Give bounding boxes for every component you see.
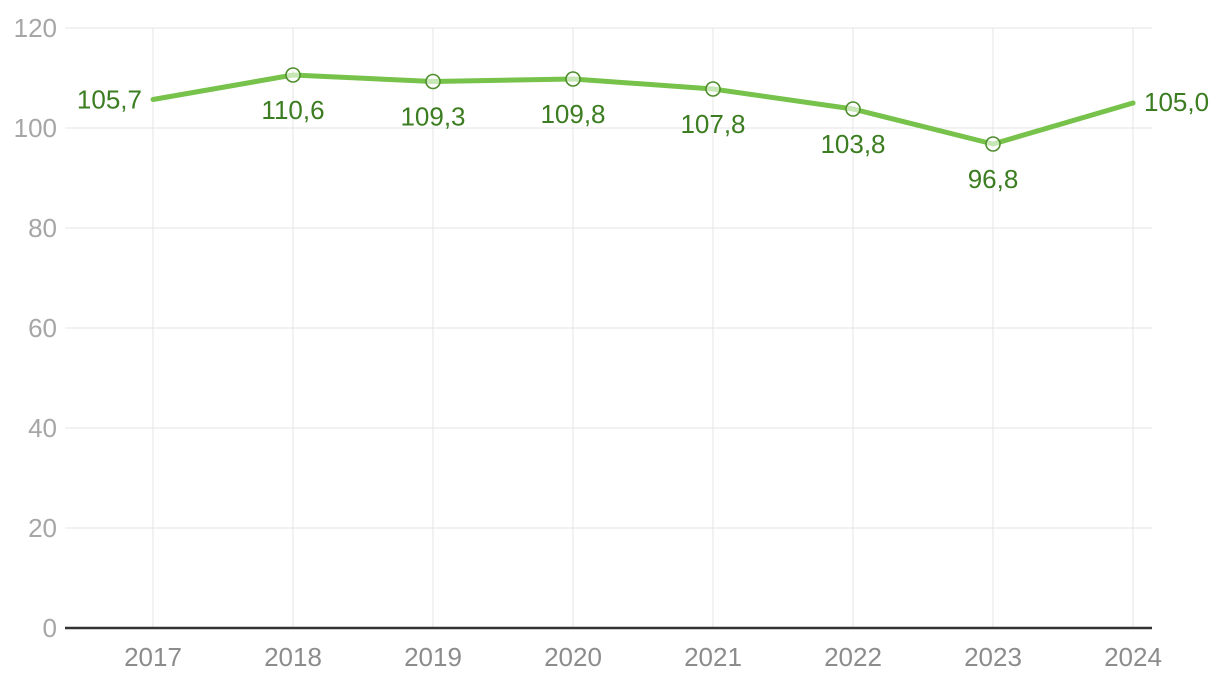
data-point-marker [985,136,1001,152]
y-tick-label: 40 [28,413,57,443]
y-tick-label: 100 [14,113,57,143]
x-tick-label: 2017 [124,642,182,672]
y-tick-label: 120 [14,13,57,43]
y-axis-ticks: 0 20 40 60 80 100 120 [14,13,57,643]
data-point-marker [845,101,861,117]
data-point-marker [425,73,441,90]
markers [285,67,1001,152]
x-axis-ticks: 2017 2018 2019 2020 2021 2022 2023 2024 [124,642,1162,672]
data-value-label: 109,3 [400,102,465,132]
gridlines [65,27,1152,628]
x-tick-label: 2023 [964,642,1022,672]
series-line [150,72,1136,147]
data-value-label: 110,6 [261,95,324,125]
x-tick-label: 2021 [684,642,742,672]
data-value-label: 96,8 [968,164,1019,194]
data-labels: 105,7 110,6 109,3 109,8 107,8 103,8 96,8 105,0 [77,85,1209,195]
y-tick-label: 0 [43,613,57,643]
y-tick-label: 20 [28,513,57,543]
data-point-marker [705,81,721,97]
data-value-label: 105,7 [77,85,142,115]
x-tick-label: 2019 [404,642,462,672]
data-value-label: 109,8 [540,99,605,129]
data-value-label: 107,8 [680,109,745,139]
data-value-label: 103,8 [820,129,885,159]
data-value-label: 105,0 [1144,87,1209,117]
data-point-marker [285,67,301,83]
y-tick-label: 60 [28,313,57,343]
x-tick-label: 2022 [824,642,882,672]
x-tick-label: 2018 [264,642,322,672]
y-tick-label: 80 [28,213,57,243]
x-tick-label: 2024 [1104,642,1162,672]
x-tick-label: 2020 [544,642,602,672]
data-point-marker [565,71,581,87]
